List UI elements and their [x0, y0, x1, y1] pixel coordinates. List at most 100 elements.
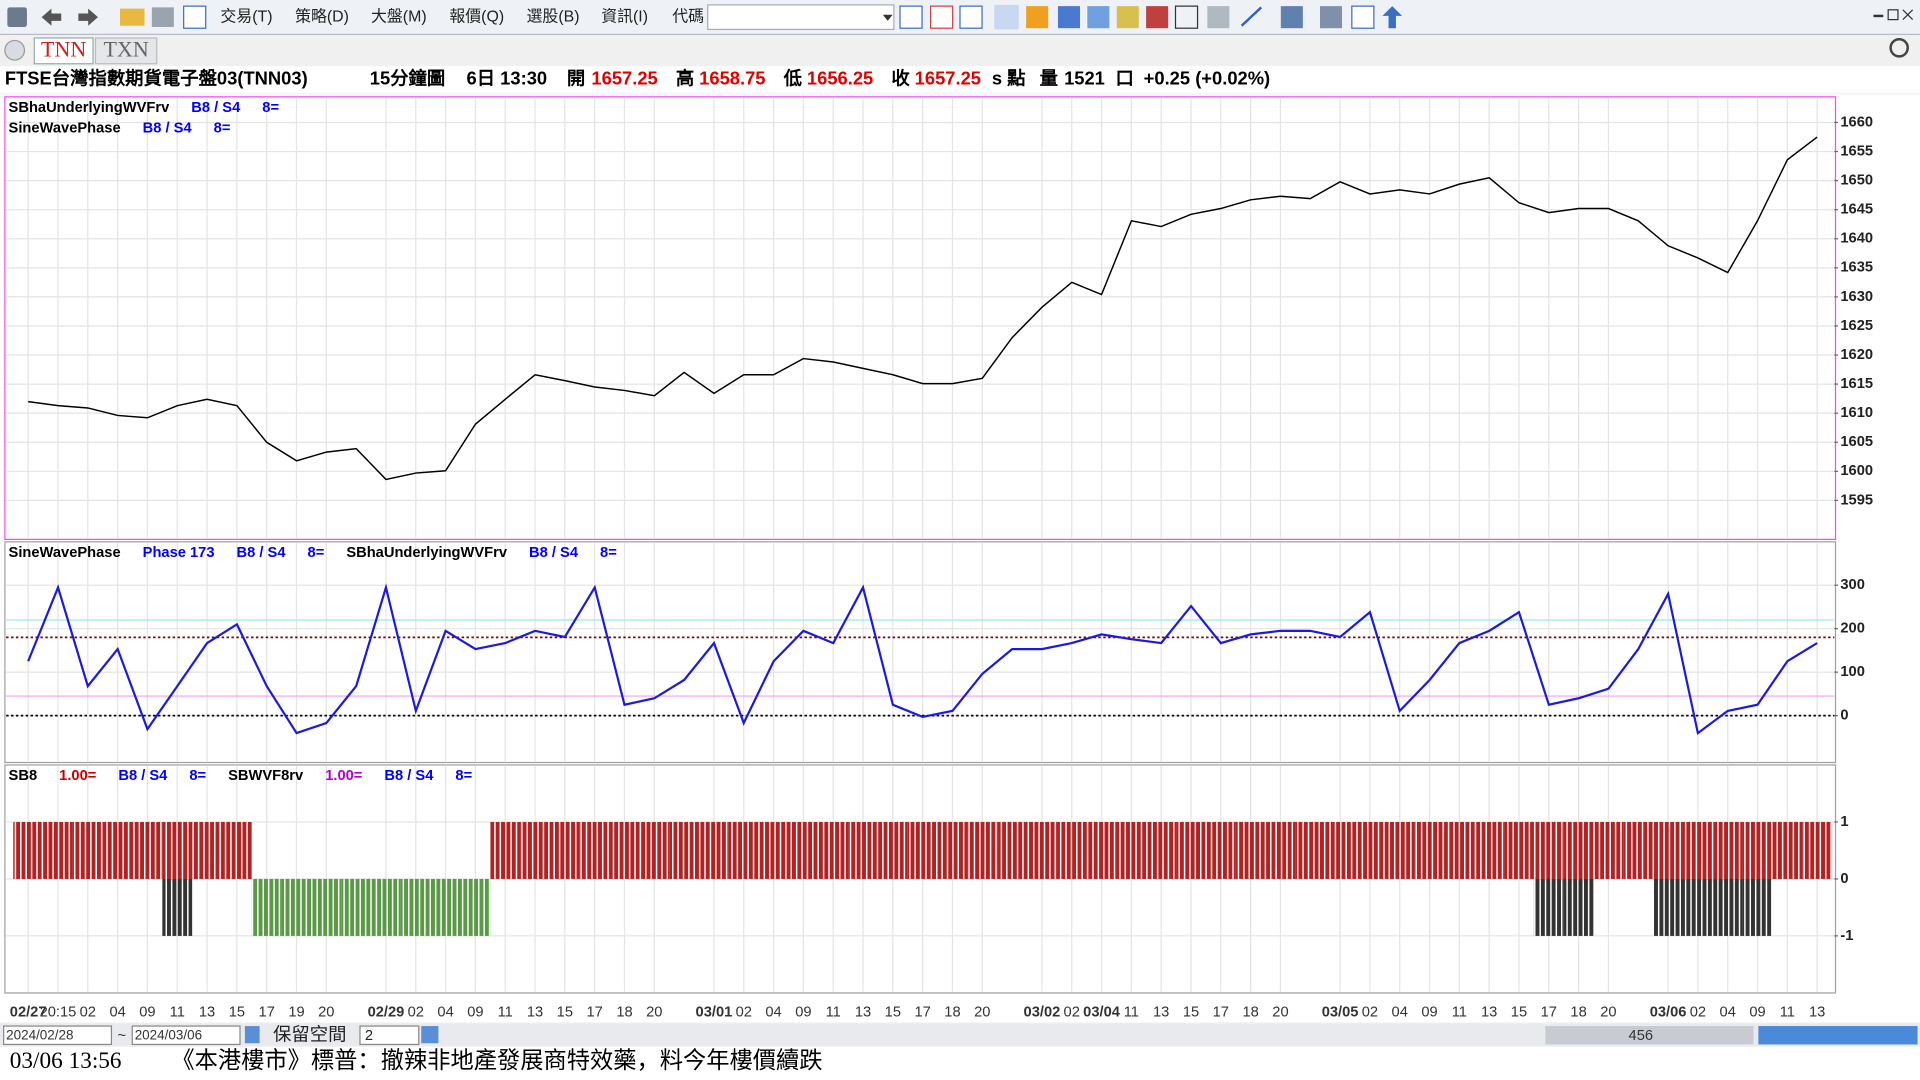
date-from[interactable]: 2024/02/28	[6, 1027, 73, 1042]
x-tick-label: 02/27	[10, 1004, 47, 1020]
period: 15分鐘圖	[370, 68, 445, 89]
bar	[1354, 821, 1385, 879]
legend-item: B8 / S4	[529, 545, 579, 561]
x-tick-label: 17	[587, 1004, 603, 1020]
x-tick-label: 09	[139, 1004, 155, 1020]
tool-button[interactable]	[959, 5, 983, 29]
y-tick-label: 1635	[1840, 260, 1873, 276]
tool-button[interactable]	[1026, 6, 1049, 29]
tool-button[interactable]	[1207, 6, 1230, 29]
tool-button[interactable]	[1320, 6, 1343, 29]
search-button[interactable]	[1889, 38, 1909, 58]
reserve-value[interactable]: 2	[365, 1028, 373, 1044]
tab[interactable]	[94, 37, 158, 65]
bar	[162, 821, 193, 879]
bar	[1772, 821, 1803, 879]
bar	[1742, 878, 1773, 936]
volume-unit: 口	[1116, 68, 1134, 89]
reserve-input[interactable]	[359, 1025, 420, 1046]
print-button[interactable]	[151, 7, 174, 27]
legend-item: B8 / S4	[118, 768, 168, 784]
close-value: 1657.25	[915, 68, 981, 89]
menu-item[interactable]: 資訊(I)	[601, 7, 648, 25]
x-tick-label: 11	[170, 1004, 185, 1020]
tab-menu[interactable]	[4, 39, 26, 61]
x-tick-label: 17	[914, 1004, 930, 1020]
menu-item[interactable]: 交易(T)	[220, 7, 272, 25]
tool-button[interactable]	[1087, 6, 1110, 29]
tab[interactable]	[33, 37, 94, 65]
tool-button[interactable]	[1116, 6, 1139, 29]
date-input[interactable]	[131, 1025, 241, 1046]
bar	[102, 821, 133, 879]
restore-button[interactable]	[1887, 9, 1899, 21]
back-button[interactable]	[41, 8, 62, 26]
line-series	[27, 583, 1818, 735]
date-to[interactable]: 2024/03/06	[135, 1027, 202, 1042]
tool-button[interactable]	[1240, 6, 1263, 27]
zoom-controls[interactable]	[1758, 1026, 1918, 1045]
y-tick-label: 1630	[1840, 289, 1873, 305]
menu-item[interactable]: 報價(Q)	[449, 7, 504, 25]
minimize-button[interactable]	[1873, 14, 1884, 18]
tool-button[interactable]	[1382, 6, 1403, 29]
bar	[1682, 878, 1713, 936]
close-button[interactable]	[1902, 9, 1914, 21]
expand-button[interactable]	[183, 5, 207, 29]
menu-item[interactable]: 選股(B)	[527, 7, 580, 25]
dropdown-arrow[interactable]	[882, 14, 893, 21]
tool-button[interactable]	[1280, 6, 1303, 29]
x-tick-label: 13	[527, 1004, 543, 1020]
bar	[1593, 821, 1624, 879]
bar	[788, 821, 819, 879]
home-button[interactable]	[7, 7, 27, 27]
tool-button[interactable]	[930, 5, 954, 29]
bar	[1712, 878, 1743, 936]
bar	[1444, 821, 1475, 879]
date-input[interactable]	[3, 1025, 113, 1046]
menu-item[interactable]: 策略(D)	[295, 7, 349, 25]
y-tick-label: 1595	[1840, 492, 1873, 508]
apply-button[interactable]	[244, 1026, 260, 1044]
bar	[1802, 821, 1833, 879]
x-tick-label: 09	[1749, 1004, 1765, 1020]
tool-button[interactable]	[1174, 5, 1199, 29]
menu-item[interactable]: 代碼	[672, 7, 704, 25]
news-time: 03/06 13:56	[10, 1048, 122, 1074]
tab-label[interactable]: TXN	[103, 37, 148, 62]
x-tick-label: 19	[288, 1004, 304, 1020]
x-tick-label: 02	[736, 1004, 752, 1020]
tool-button[interactable]	[1057, 6, 1080, 29]
scrollbar[interactable]	[1545, 1026, 1754, 1045]
bar	[132, 821, 163, 879]
x-tick-label: 03/05	[1322, 1004, 1359, 1020]
tool-button[interactable]	[1351, 5, 1375, 29]
y-tick-label: 1600	[1840, 463, 1873, 479]
bar	[997, 821, 1028, 879]
symbol-input[interactable]	[707, 4, 895, 31]
high-value: 1658.75	[699, 68, 765, 89]
news-headline[interactable]: 《本港樓市》標普：撤辣非地產發展商特效藥，料今年樓價續跌	[171, 1048, 822, 1074]
menu-item[interactable]: 大盤(M)	[371, 7, 427, 25]
legend-item: B8 / S4	[237, 545, 287, 561]
y-tick-label: 1	[1840, 814, 1848, 830]
x-tick-label: 18	[1570, 1004, 1586, 1020]
bar	[1265, 821, 1296, 879]
x-tick-label: 13	[1153, 1004, 1169, 1020]
y-tick-label: 200	[1840, 621, 1865, 637]
forward-button[interactable]	[78, 8, 98, 26]
y-tick-label: 300	[1840, 577, 1865, 593]
tool-button[interactable]	[1146, 6, 1169, 29]
legend-item: 8=	[189, 768, 206, 784]
tab-label[interactable]: TNN	[41, 37, 86, 62]
y-tick-label: 1605	[1840, 434, 1873, 450]
cursor-button[interactable]	[994, 4, 1019, 30]
bar	[520, 821, 550, 879]
y-tick-label: 1615	[1840, 376, 1873, 392]
apply-button[interactable]	[421, 1026, 439, 1044]
open-button[interactable]	[120, 8, 145, 26]
x-tick-label: 11	[1452, 1004, 1467, 1020]
tool-button[interactable]	[899, 5, 923, 29]
y-tick-label: 0	[1840, 708, 1848, 724]
symbol: FTSE台灣指數期貨電子盤03(TNN03)	[5, 68, 308, 89]
